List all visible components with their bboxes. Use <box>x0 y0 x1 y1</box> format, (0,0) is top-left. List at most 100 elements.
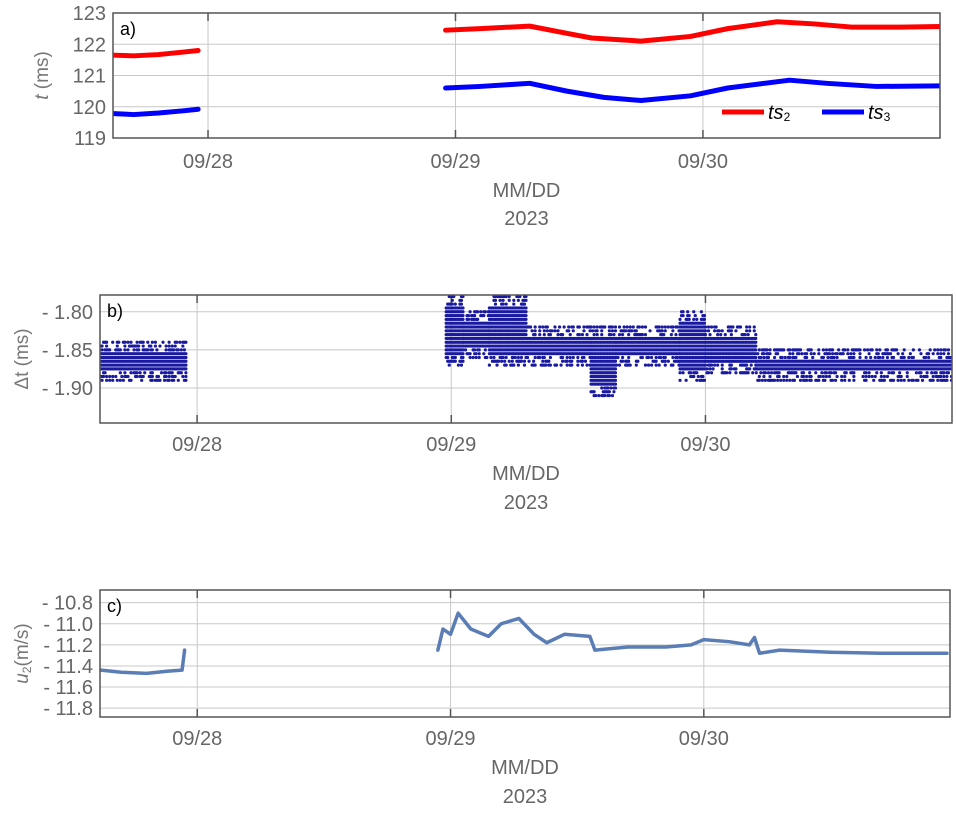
data-point <box>684 378 688 382</box>
data-point <box>524 329 528 333</box>
legend: ts2 ts3 <box>722 102 891 124</box>
data-point <box>840 374 844 379</box>
data-point <box>878 355 882 360</box>
data-point <box>161 340 165 344</box>
data-point <box>606 386 610 390</box>
data-point <box>809 352 813 356</box>
data-point <box>525 355 530 360</box>
data-point <box>827 374 832 379</box>
plot-area <box>113 19 940 118</box>
data-point <box>782 378 786 382</box>
data-point <box>920 378 925 382</box>
data-point <box>554 363 559 367</box>
y-tick-label: - 10.8 <box>42 593 93 615</box>
data-point <box>162 378 167 382</box>
data-point <box>702 317 707 321</box>
data-point <box>570 363 574 367</box>
data-point <box>808 371 812 375</box>
data-point <box>812 352 816 356</box>
data-point <box>939 352 943 356</box>
data-point <box>849 352 853 356</box>
data-point <box>504 295 508 299</box>
data-point <box>504 355 508 360</box>
data-point <box>896 352 900 356</box>
data-point <box>905 371 909 375</box>
data-point <box>501 355 505 360</box>
data-point <box>858 355 862 360</box>
data-point <box>801 371 806 375</box>
data-point <box>158 344 162 348</box>
data-point <box>942 374 946 379</box>
data-point <box>763 378 768 382</box>
panel-label: c) <box>107 596 122 616</box>
data-point <box>580 363 585 367</box>
data-point <box>729 367 733 371</box>
data-point <box>788 352 792 356</box>
data-point <box>594 393 598 398</box>
panel-c: - 10.8- 11.0- 11.2- 11.4- 11.6- 11.8 09/2… <box>12 589 951 808</box>
data-point <box>576 359 580 363</box>
data-point <box>835 355 839 360</box>
data-point <box>711 367 715 371</box>
data-point <box>585 363 589 367</box>
data-point <box>613 329 618 333</box>
data-point <box>613 382 618 386</box>
data-point <box>184 359 188 363</box>
data-point <box>567 329 571 333</box>
data-point <box>524 298 528 302</box>
data-point <box>126 348 130 352</box>
data-point <box>879 371 883 375</box>
data-point <box>939 348 943 352</box>
data-point <box>492 355 496 360</box>
data-point <box>745 329 749 333</box>
y-tick-label: - 1.90 <box>42 378 93 400</box>
data-point <box>820 371 824 375</box>
data-point <box>720 363 724 367</box>
data-point <box>155 348 159 352</box>
data-point <box>461 348 465 352</box>
data-point <box>123 344 127 348</box>
data-point <box>669 333 673 337</box>
data-point <box>184 355 188 360</box>
data-point <box>545 329 549 333</box>
y-tick-label: - 11.8 <box>43 698 93 720</box>
data-point <box>636 359 640 363</box>
data-point <box>829 371 833 375</box>
data-point <box>556 333 560 337</box>
data-point <box>826 355 830 360</box>
data-point <box>522 363 527 367</box>
data-point <box>766 371 771 375</box>
data-point <box>660 325 664 329</box>
data-point <box>103 371 107 375</box>
data-point <box>532 359 536 363</box>
data-point <box>663 363 667 367</box>
data-point <box>561 333 565 337</box>
data-point <box>891 378 896 382</box>
data-point <box>879 374 883 379</box>
data-point <box>643 363 648 367</box>
data-point <box>559 363 563 367</box>
data-point <box>840 378 844 382</box>
data-point <box>902 355 906 360</box>
data-point <box>936 378 940 382</box>
data-point <box>864 371 868 375</box>
data-point <box>765 348 769 352</box>
data-point <box>756 352 760 356</box>
data-point <box>729 329 733 333</box>
data-point <box>701 374 705 379</box>
data-point <box>748 329 752 333</box>
data-point <box>172 378 176 382</box>
data-point <box>141 374 145 379</box>
data-point <box>687 317 691 321</box>
data-point <box>548 363 553 367</box>
data-point <box>167 374 171 379</box>
data-point <box>510 359 514 363</box>
data-point <box>659 355 663 360</box>
y-tick-label: - 1.85 <box>42 340 93 362</box>
data-point <box>610 329 615 333</box>
data-point <box>830 348 835 352</box>
data-point <box>487 363 491 367</box>
data-point <box>805 374 809 379</box>
data-point <box>175 340 179 344</box>
data-point <box>538 329 542 333</box>
